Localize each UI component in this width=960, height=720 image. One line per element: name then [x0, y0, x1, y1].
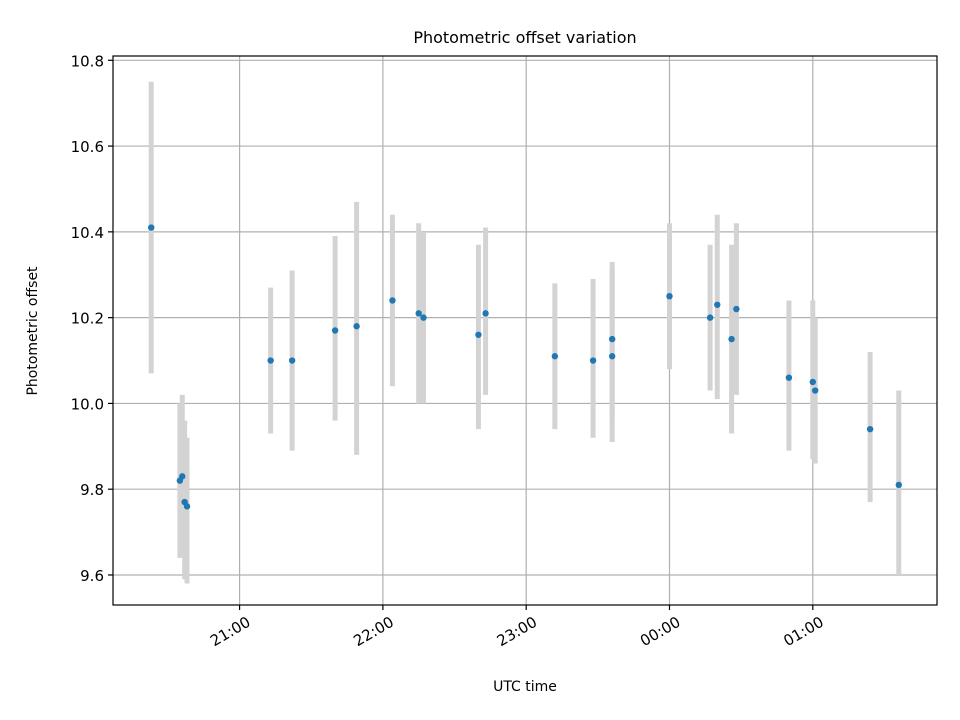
- y-tick-label: 9.6: [80, 567, 104, 585]
- data-point: [389, 297, 396, 304]
- data-point: [809, 378, 817, 386]
- chart-title: Photometric offset variation: [413, 28, 636, 47]
- y-tick-label: 9.8: [80, 481, 104, 499]
- data-point: [608, 335, 616, 343]
- data-point: [728, 335, 735, 343]
- data-point: [706, 314, 714, 321]
- y-tick-label: 10.2: [71, 310, 104, 328]
- data-point: [482, 310, 489, 317]
- data-point: [331, 327, 339, 334]
- data-point: [811, 387, 819, 394]
- data-point: [420, 314, 427, 321]
- data-points: [148, 224, 902, 510]
- data-point: [415, 310, 422, 317]
- y-axis-label: Photometric offset: [25, 266, 41, 396]
- y-tick-label: 10.6: [71, 138, 104, 156]
- y-tick-label: 10.8: [71, 52, 104, 70]
- data-point: [148, 224, 155, 231]
- data-point: [666, 292, 673, 300]
- data-point: [267, 357, 274, 364]
- data-point: [551, 353, 559, 360]
- data-point: [183, 503, 191, 510]
- data-point: [866, 425, 874, 433]
- data-point: [714, 301, 721, 308]
- x-axis-label: UTC time: [493, 679, 557, 695]
- data-point: [475, 331, 482, 338]
- data-point: [895, 481, 902, 489]
- data-point: [608, 353, 616, 360]
- data-point: [733, 305, 740, 313]
- data-point: [785, 374, 793, 381]
- data-point: [353, 323, 360, 330]
- y-axis-ticks: 9.6 9.8 10.0 10.2 10.4 10.6 10.8: [71, 52, 113, 585]
- plot-frame: [112, 55, 938, 606]
- data-point: [288, 357, 296, 364]
- y-tick-label: 10.4: [71, 224, 104, 242]
- y-tick-label: 10.0: [71, 395, 104, 413]
- data-point: [589, 357, 597, 364]
- data-point: [179, 473, 186, 480]
